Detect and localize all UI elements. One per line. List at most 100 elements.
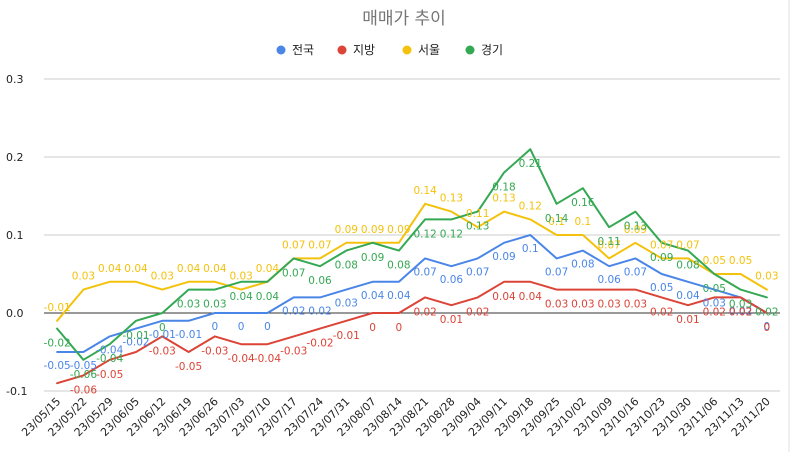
data-label: 0.03: [755, 271, 778, 283]
data-label: 0.07: [597, 239, 620, 251]
legend-marker: [276, 45, 286, 55]
data-label: 0.02: [703, 306, 726, 318]
series-line: [56, 202, 768, 322]
data-label: 0.09: [624, 224, 647, 236]
data-label: 0.02: [650, 306, 673, 318]
gridlines: [44, 78, 780, 392]
data-label: -0.02: [306, 338, 333, 350]
data-label: 0.07: [413, 266, 436, 278]
data-label: 0.03: [624, 299, 647, 311]
data-label: 0.09: [387, 224, 410, 236]
data-label: 0.07: [282, 267, 305, 279]
data-label: 0: [369, 322, 376, 334]
data-label: 0.04: [492, 291, 516, 303]
data-label: -0.02: [122, 337, 149, 349]
data-label: 0.04: [124, 263, 148, 275]
data-label: 0.05: [650, 282, 673, 294]
data-label: 0.04: [361, 290, 385, 302]
data-label: 0.05: [703, 283, 726, 295]
data-label: 0: [396, 322, 403, 334]
data-label: 0.13: [492, 193, 515, 205]
data-label: -0.03: [201, 345, 228, 357]
data-label: -0.05: [96, 369, 123, 381]
data-label: 0.02: [466, 306, 489, 318]
data-label: 0.06: [597, 274, 621, 286]
data-label: 0.02: [729, 306, 752, 318]
data-label: -0.01: [122, 330, 149, 342]
legend-label: 경기: [481, 43, 503, 57]
data-label: 0.08: [676, 260, 699, 272]
legend-label: 지방: [353, 43, 375, 57]
data-label: 0.03: [335, 298, 358, 310]
data-label: 0.03: [571, 299, 594, 311]
data-label: 0.11: [466, 208, 489, 220]
data-label: 0.11: [597, 236, 620, 248]
data-label: 0.03: [703, 298, 726, 310]
data-label: 0.07: [282, 239, 305, 251]
data-label: -0.05: [70, 360, 97, 372]
data-label: 0.13: [440, 193, 463, 205]
data-label: 0.07: [676, 239, 699, 251]
data-label: 0.21: [519, 158, 542, 170]
data-label: 0.07: [466, 266, 489, 278]
data-label: -0.06: [70, 384, 97, 396]
legend: 전국 지방 서울 경기: [276, 43, 503, 57]
y-tick-label: 0.1: [6, 229, 24, 242]
data-label: 0.08: [387, 260, 410, 272]
data-label: 0.04: [177, 263, 201, 275]
data-label: 0.1: [522, 243, 539, 255]
data-label: 0: [212, 321, 219, 333]
data-label: 0: [764, 321, 771, 333]
data-label: 0.04: [229, 291, 253, 303]
data-label: 0.01: [676, 314, 699, 326]
data-label: 0.02: [755, 306, 778, 318]
data-label: 0.04: [98, 263, 122, 275]
data-label: 0.02: [413, 306, 436, 318]
data-label: 0.1: [575, 216, 592, 228]
data-label: 0.03: [72, 271, 95, 283]
data-label: 0.03: [597, 299, 620, 311]
series-lines: [56, 148, 768, 385]
y-tick-label: -0.1: [6, 385, 27, 398]
legend-marker: [465, 45, 475, 55]
data-label: -0.04: [228, 353, 255, 365]
data-label: -0.01: [333, 330, 360, 342]
data-label: 0.06: [308, 275, 332, 287]
data-label: 0.04: [676, 290, 700, 302]
data-label: 0: [764, 322, 771, 334]
y-tick-label: 0.3: [6, 73, 24, 86]
data-label: 0.18: [492, 182, 515, 194]
data-label: -0.01: [149, 329, 176, 341]
data-label: 0: [238, 321, 245, 333]
data-label: 0.03: [177, 299, 200, 311]
data-label: 0.03: [729, 299, 752, 311]
data-label: 0.05: [729, 255, 752, 267]
data-label: -0.03: [280, 345, 307, 357]
data-label: 0.05: [703, 255, 726, 267]
data-label: 0.08: [335, 260, 358, 272]
data-label: 0.02: [308, 305, 331, 317]
data-label: 0.12: [413, 228, 436, 240]
data-label: -0.01: [44, 302, 71, 314]
data-label: 0.04: [203, 263, 227, 275]
data-label: 0.13: [466, 221, 489, 233]
data-label: 0.09: [361, 224, 384, 236]
y-tick-label: 0.0: [6, 307, 24, 320]
data-label: 0.09: [492, 251, 515, 263]
data-label: 0.07: [624, 266, 647, 278]
data-label: 0.01: [440, 314, 463, 326]
data-label: 0.08: [571, 259, 594, 271]
legend-marker: [402, 45, 412, 55]
y-axis-ticks: -0.1 0.0 0.1 0.2 0.3: [6, 73, 27, 398]
data-label: 0.1: [548, 216, 565, 228]
data-label: 0.07: [308, 239, 331, 251]
data-labels: -0.05 -0.05-0.04-0.02-0.01 -0.010 0 00.02 0.0…: [44, 158, 779, 396]
data-label: 0.04: [387, 290, 411, 302]
series-line: [56, 280, 768, 385]
data-label: -0.04: [96, 353, 123, 365]
data-label: -0.05: [44, 360, 71, 372]
data-label: 0: [264, 321, 271, 333]
data-label: 0.02: [282, 305, 305, 317]
data-label: 0.03: [151, 271, 174, 283]
